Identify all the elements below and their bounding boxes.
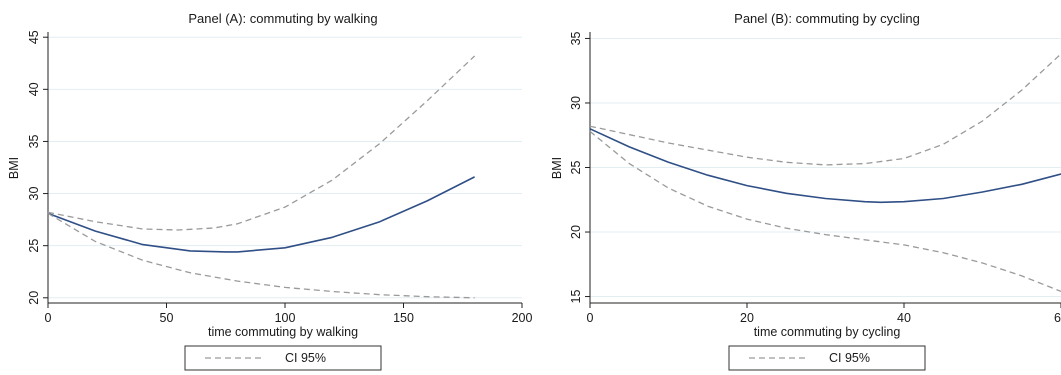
panel-b-x-tick-label: 0	[587, 311, 594, 325]
panel-b-x-axis-label: time commuting by cycling	[754, 325, 901, 339]
panel-a-series-ci-lower	[47, 212, 475, 299]
panel-b-y-tick-label: 30	[569, 96, 583, 110]
panel-b-series-ci-lower	[589, 130, 1061, 293]
panel-a-x-tick-label: 200	[512, 311, 533, 325]
panel-a-y-tick-label: 45	[27, 30, 41, 44]
panel-b-legend-label: CI 95%	[829, 351, 870, 365]
panel-b-legend: CI 95%	[728, 345, 926, 371]
panel-b-y-axis-label: BMI	[550, 157, 564, 179]
panel-a-legend-label: CI 95%	[285, 351, 326, 365]
panel-b-legend-box	[728, 345, 926, 371]
panel-b: Panel (B): commuting by cycling BMI time…	[550, 11, 1061, 371]
panel-b-y-tick-label: 25	[569, 161, 583, 175]
panel-a-series-ci-upper	[47, 55, 476, 231]
panel-a-legend: CI 95%	[184, 345, 382, 371]
panel-a-y-axis-label: BMI	[7, 157, 21, 179]
panel-a-title: Panel (A): commuting by walking	[188, 11, 377, 26]
panel-a: Panel (A): commuting by walking BMI time…	[7, 11, 533, 371]
panel-b-series-fit	[589, 128, 1061, 204]
panel-a-x-tick-label: 0	[45, 311, 52, 325]
panel-a-legend-box	[184, 345, 382, 371]
panel-a-y-tick-label: 25	[27, 239, 41, 253]
panel-b-x-tick-label: 40	[897, 311, 911, 325]
panel-a-y-tick-label: 35	[27, 134, 41, 148]
panel-a-y-tick-label: 20	[27, 291, 41, 305]
panel-a-y-tick-label: 40	[27, 82, 41, 96]
panel-a-y-tick-label: 30	[27, 187, 41, 201]
panel-a-x-tick-label: 50	[160, 311, 174, 325]
panel-b-series-ci-upper	[589, 53, 1061, 166]
panel-a-x-tick-label: 100	[275, 311, 296, 325]
panel-b-y-tick-label: 15	[569, 290, 583, 304]
panel-b-x-tick-label: 20	[740, 311, 754, 325]
panel-b-y-tick-label: 35	[569, 31, 583, 45]
panel-a-series-fit	[47, 176, 475, 253]
panel-a-x-tick-label: 150	[393, 311, 414, 325]
panel-b-title: Panel (B): commuting by cycling	[734, 11, 920, 26]
panel-a-x-axis-label: time commuting by walking	[208, 325, 358, 339]
panel-b-y-tick-label: 20	[569, 225, 583, 239]
panel-b-x-tick-label: 60	[1054, 311, 1061, 325]
